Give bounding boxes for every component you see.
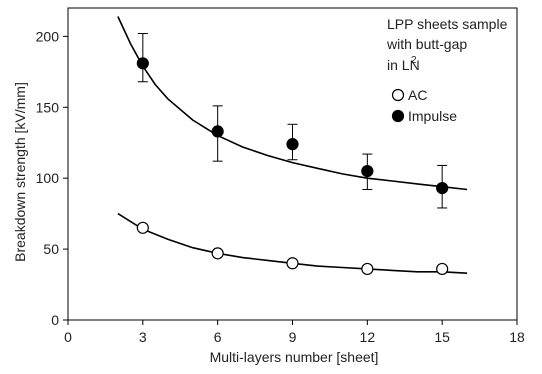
x-tick-label: 0: [64, 329, 72, 345]
data-points: [136, 57, 449, 276]
axes: 0 3 6 9 12 15 18 0 50 100 150 200: [36, 7, 525, 345]
impulse-point: [436, 182, 449, 195]
x-tick-label: 18: [509, 329, 525, 345]
legend-marker-impulse: [391, 109, 405, 123]
x-tick-label: 6: [214, 329, 222, 345]
x-tick-label: 3: [139, 329, 147, 345]
impulse-point: [211, 125, 224, 138]
ac-point: [211, 247, 224, 260]
ac-point: [286, 257, 299, 270]
y-tick-label: 0: [51, 312, 59, 328]
x-axis-title: Multi-layers number [sheet]: [210, 349, 379, 365]
y-axis-title: Breakdown strength [kV/mm]: [12, 82, 28, 262]
legend-label-ac: AC: [408, 87, 427, 103]
y-tick-label: 50: [43, 241, 59, 257]
impulse-point: [136, 57, 149, 70]
x-tick-label: 12: [360, 329, 376, 345]
impulse-fit-curve: [117, 16, 468, 191]
annotation-line-1: LPP sheets sample: [387, 16, 508, 32]
x-tick-label: 9: [289, 329, 297, 345]
ac-point: [436, 262, 449, 276]
y-tick-label: 100: [36, 170, 60, 186]
legend: AC Impulse: [391, 87, 457, 124]
annotation: LPP sheets sample with butt-gap in LN 2: [386, 16, 508, 73]
impulse-point: [286, 138, 299, 151]
x-tick-label: 15: [434, 329, 450, 345]
legend-marker-ac: [391, 88, 405, 102]
impulse-point: [361, 164, 374, 178]
plot-frame: [67, 7, 518, 321]
annotation-line-3: in LN: [387, 57, 420, 73]
y-tick-label: 150: [36, 99, 60, 115]
y-tick-label: 200: [36, 28, 60, 44]
annotation-subscript: 2: [411, 55, 417, 66]
annotation-line-2: with butt-gap: [386, 36, 467, 52]
ac-point: [361, 262, 374, 276]
ac-point: [136, 221, 149, 234]
legend-label-impulse: Impulse: [408, 108, 457, 124]
